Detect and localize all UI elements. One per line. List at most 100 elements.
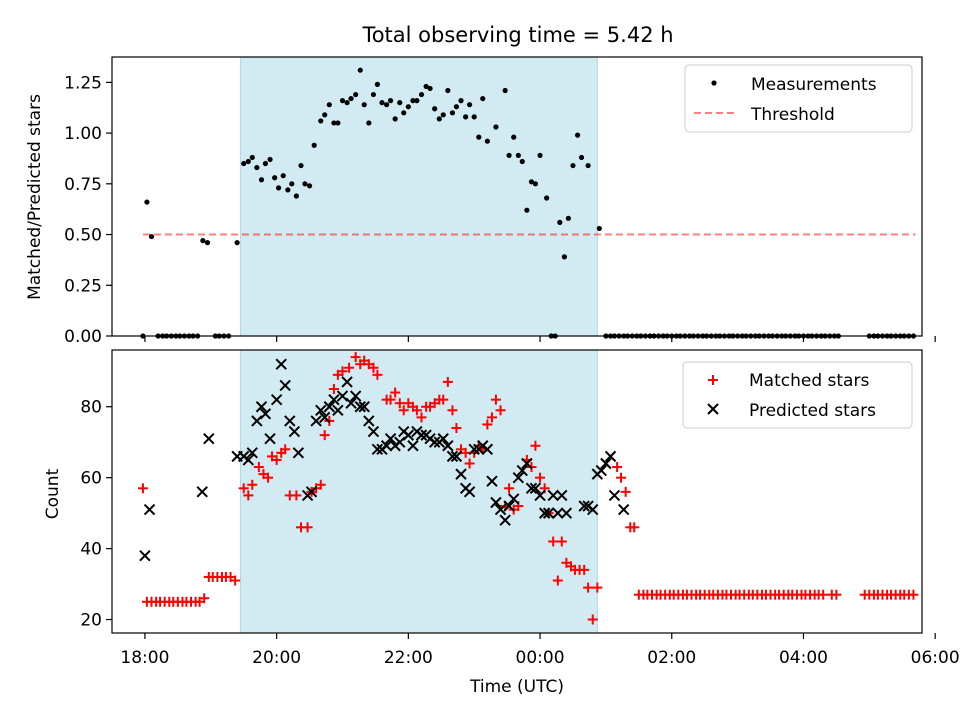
predicted-star-point [384, 432, 397, 445]
predicted-star-point [468, 443, 480, 456]
measurement-point [306, 183, 313, 189]
matched-star-point [592, 582, 603, 593]
matched-star-point [394, 398, 405, 409]
predicted-star-point [336, 390, 349, 402]
top-panel: 0.00 0.25 0.50 0.75 1.00 1.25 Matched/Predict… [25, 56, 936, 347]
predicted-star-point [139, 549, 151, 562]
bottom-panel: 20 40 60 80 18:00 20:00 22:00 00:00 02:00 04:00 0… [43, 349, 960, 697]
predicted-star-point [407, 440, 419, 452]
matched-star-point [291, 490, 302, 501]
matched-star-point [616, 472, 627, 483]
predicted-star-point [595, 464, 607, 477]
measurement-point [344, 100, 350, 106]
predicted-star-point [442, 440, 454, 452]
measurement-point [578, 154, 585, 161]
predicted-star-point [323, 401, 336, 413]
predicted-star-point [380, 440, 393, 452]
measurement-point [249, 154, 255, 161]
figure-title: Total observing time = 5.42 h [361, 23, 673, 47]
matched-star-point [556, 536, 567, 547]
measurement-point [557, 219, 563, 225]
xtick-label: 20:00 [252, 648, 301, 668]
top-shaded-span [239, 56, 598, 337]
bottom-ytick-label: 60 [80, 469, 102, 489]
matched-star-point [451, 423, 462, 434]
measurement-point [339, 98, 346, 104]
predicted-star-point [251, 415, 263, 427]
legend-marker-matched [708, 375, 718, 385]
predicted-star-point [394, 436, 406, 448]
measurement-point [357, 67, 363, 73]
predicted-star-point [310, 415, 322, 427]
predicted-star-point [255, 401, 268, 413]
measurement-point [458, 98, 464, 104]
predicted-star-point [560, 507, 573, 519]
xtick-label: 04:00 [779, 648, 828, 668]
matched-star-point [271, 454, 282, 465]
matched-star-point [490, 394, 501, 405]
matched-star-point [302, 522, 313, 533]
predicted-star-point [446, 450, 459, 463]
measurement-point [234, 240, 240, 246]
predicted-star-point [345, 397, 357, 409]
predicted-star-point [270, 393, 283, 406]
matched-star-point [247, 479, 258, 490]
predicted-star-point [490, 496, 502, 509]
predicted-star-point [521, 457, 533, 470]
predicted-star-point [288, 425, 301, 438]
measurement-point [298, 162, 304, 169]
matched-star-point [442, 376, 453, 387]
top-ytick-label: 1.25 [64, 73, 102, 93]
measurement-point [262, 160, 269, 167]
measurement-point [476, 134, 482, 140]
matched-star-point [230, 575, 241, 586]
measurement-point [405, 104, 411, 110]
measurement-point [370, 91, 377, 98]
predicted-star-point [508, 493, 520, 505]
matched-star-point [486, 412, 497, 423]
matched-star-point [548, 536, 559, 547]
predicted-star-point [512, 471, 525, 484]
measurement-point [326, 102, 332, 108]
measurement-point [318, 118, 324, 124]
predicted-star-point [354, 401, 366, 413]
measurement-point [366, 120, 372, 126]
matched-star-point [620, 486, 631, 497]
bottom-ytick-label: 80 [80, 398, 102, 418]
matched-star-point [137, 483, 148, 494]
bottom-markers [137, 352, 919, 625]
measurement-point [302, 181, 308, 187]
measurement-point [280, 173, 286, 179]
measurement-point [148, 233, 155, 240]
matched-star-point [243, 490, 254, 501]
measurement-point [574, 132, 581, 138]
predicted-star-point [486, 475, 498, 487]
matched-star-point [438, 394, 449, 405]
measurement-point [414, 98, 420, 104]
measurement-point [427, 85, 433, 92]
measurement-point [353, 91, 359, 98]
predicted-star-point [455, 468, 467, 480]
matched-star-point [199, 593, 210, 604]
matched-star-point [280, 444, 291, 455]
predicted-star-point [556, 489, 568, 502]
matched-star-point [447, 405, 458, 416]
matched-star-point [372, 369, 383, 380]
matched-star-point [315, 479, 326, 490]
predicted-star-point [371, 443, 384, 456]
matched-star-point [416, 412, 427, 423]
measurement-point [511, 134, 517, 140]
predicted-star-point [341, 376, 353, 388]
top-ytick-label: 0.25 [64, 276, 102, 296]
matched-star-point [908, 589, 919, 600]
legend-marker-predicted [707, 403, 719, 415]
predicted-star-point [242, 454, 255, 466]
matched-star-point [579, 564, 590, 575]
bottom-ytick-label: 20 [80, 611, 102, 631]
measurement-point [379, 100, 385, 106]
matched-star-point [337, 366, 348, 377]
matched-star-point [328, 384, 339, 395]
measurement-point [466, 102, 473, 108]
measurement-point [484, 138, 490, 144]
